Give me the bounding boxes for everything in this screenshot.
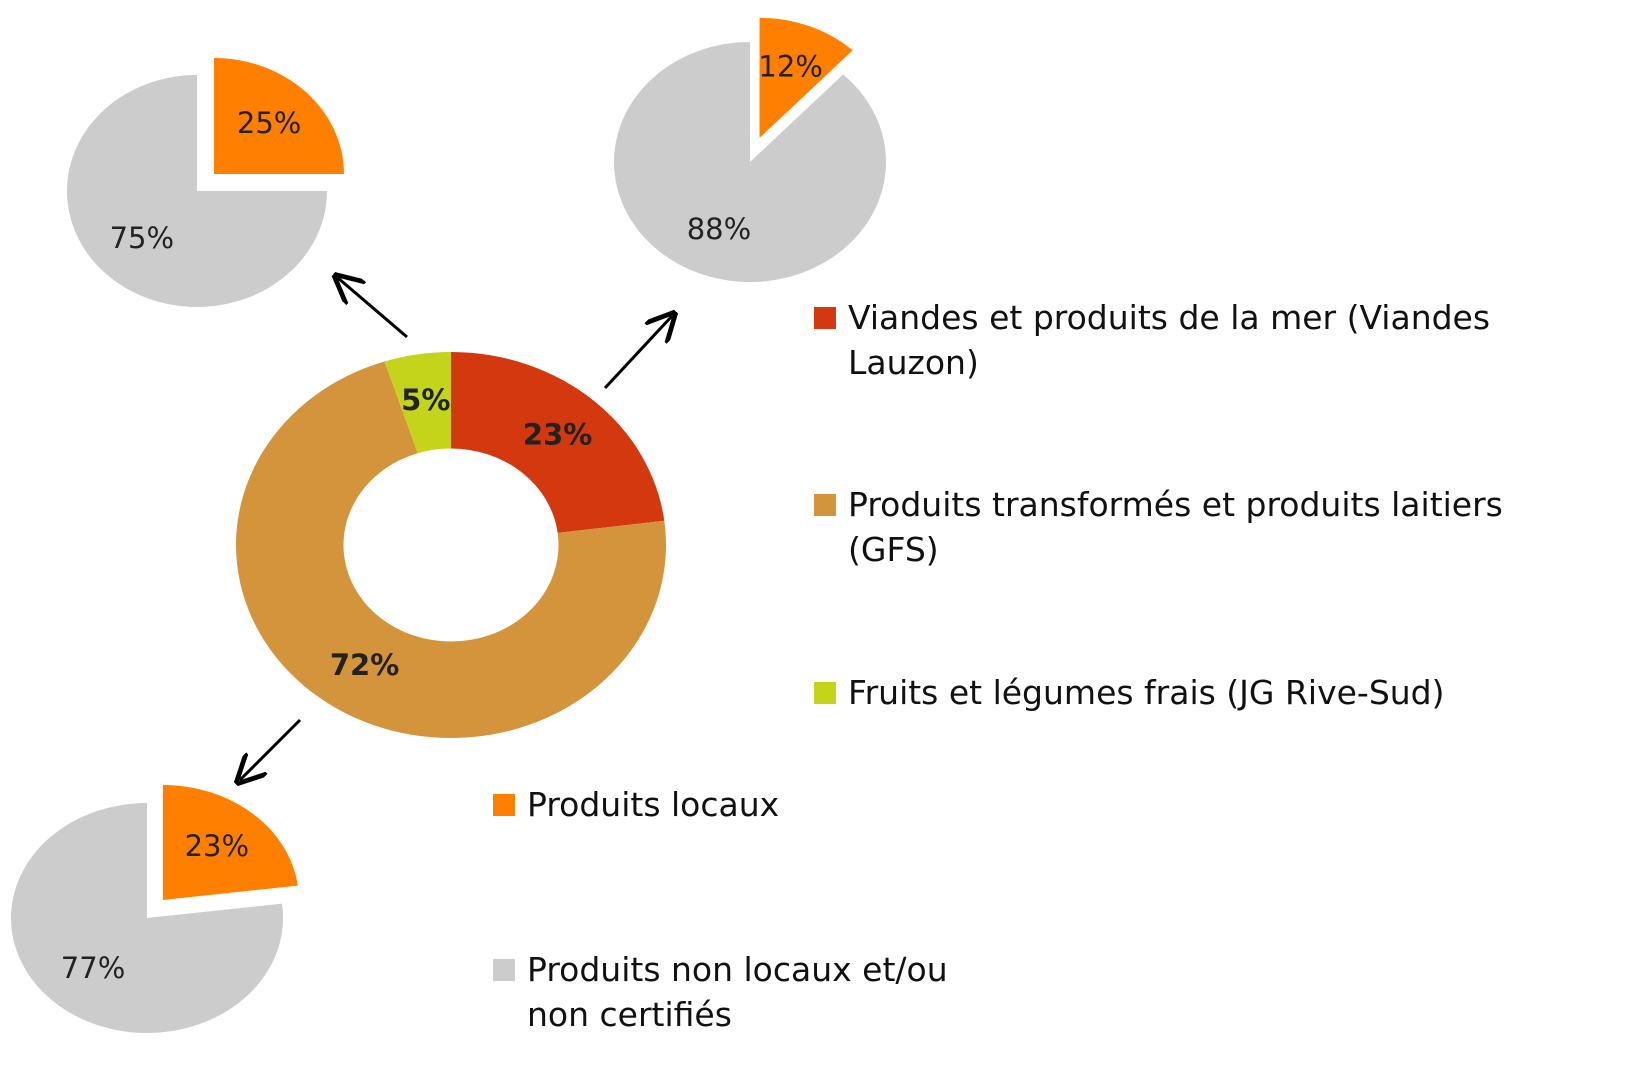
legend-swatch [814,307,836,329]
legend-swatch [493,959,515,981]
legend-item: Produits transformés et produits laitier… [814,482,1574,572]
legend-item: Produits locaux [493,782,1013,827]
arrow [338,278,408,339]
legend-item: Produits non locaux et/ou non certifiés [493,947,1013,1037]
data-label: 75% [110,221,174,255]
data-label: 72% [330,648,399,682]
arrow [240,718,302,780]
legend-label: Produits locaux [527,785,780,824]
donut-slice [235,361,666,738]
legend-item: Fruits et légumes frais (JG Rive-Sud) [814,670,1574,715]
pie-slice [11,803,284,1033]
pie-slice [213,58,344,175]
pie-slice [67,75,327,307]
legend-item: Viandes et produits de la mer (Viandes L… [814,295,1574,385]
pie-slice [759,17,853,138]
data-label: 88% [687,212,751,246]
legend-label: Fruits et légumes frais (JG Rive-Sud) [848,673,1445,712]
donut-slice [384,352,451,454]
data-label: 12% [758,50,822,84]
legend-swatch [814,494,836,516]
legend-label: Viandes et produits de la mer (Viandes L… [848,298,1491,382]
pie-slice [613,42,886,283]
legend-label: Produits non locaux et/ou non certifiés [527,950,948,1034]
data-label: 23% [523,417,592,451]
pie-slice [162,784,298,900]
data-label: 77% [61,951,125,985]
data-label: 25% [237,106,301,140]
data-label: 23% [185,829,249,863]
donut-slice [451,351,665,533]
legend-label: Produits transformés et produits laitier… [848,485,1503,569]
data-label: 5% [401,383,450,417]
legend-swatch [814,682,836,704]
arrow [603,316,672,390]
legend-swatch [493,794,515,816]
